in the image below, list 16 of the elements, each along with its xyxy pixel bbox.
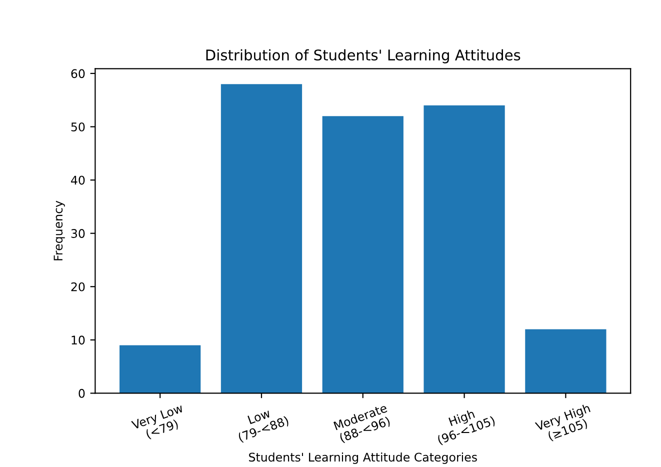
bar (525, 329, 606, 394)
bar (220, 84, 302, 394)
y-tick-label: 50 (71, 122, 85, 132)
chart-title: Distribution of Students' Learning Attitudes (206, 49, 520, 64)
y-tick-label: 60 (71, 69, 85, 78)
bar (120, 345, 201, 394)
y-tick-label: 40 (71, 176, 85, 185)
x-tick-label: Very Low (<79) (131, 403, 184, 440)
bar (424, 105, 505, 394)
bar (322, 116, 404, 394)
y-tick-label: 0 (78, 388, 85, 398)
y-axis-title: Frequency (54, 200, 65, 260)
y-tick-label: 20 (71, 282, 85, 292)
x-axis-title: Students' Learning Attitude Categories (249, 452, 477, 464)
y-tick-label: 10 (72, 336, 85, 345)
y-tick-label: 30 (71, 229, 85, 238)
